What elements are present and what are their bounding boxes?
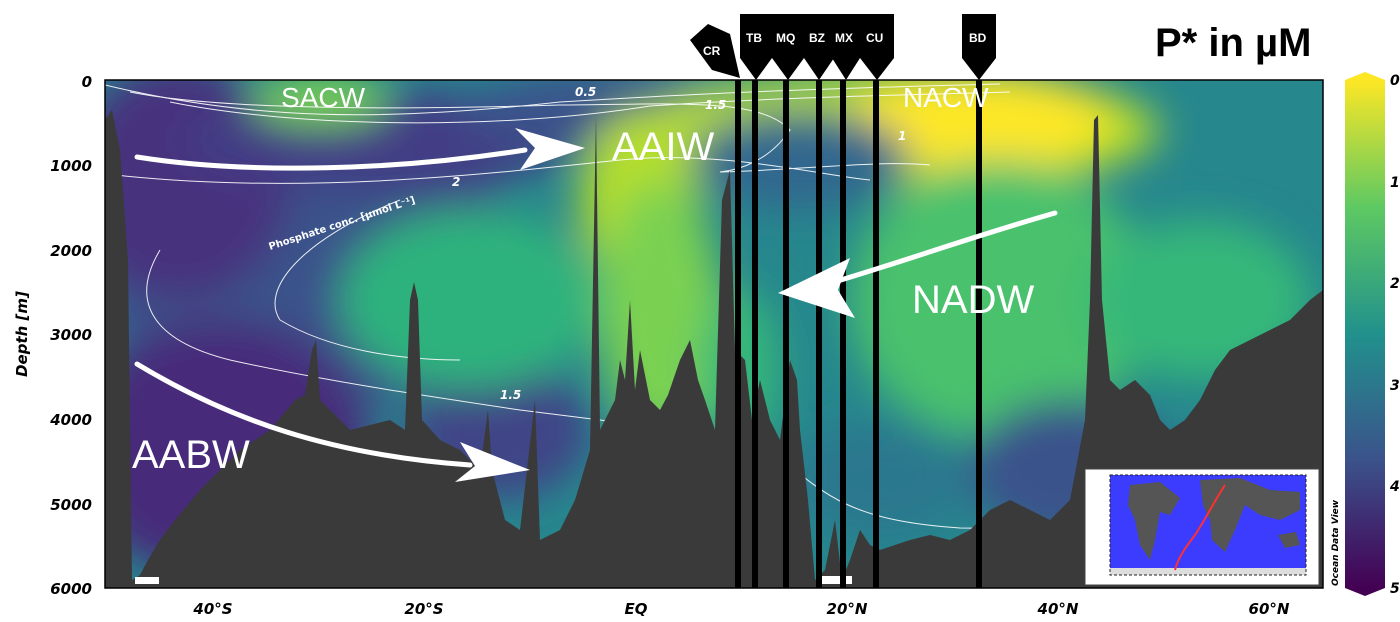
contour-label-1: 1 bbox=[898, 129, 906, 143]
station-markers: CR TB MQ BZ MX CU BD bbox=[690, 14, 996, 80]
inset-map bbox=[1084, 468, 1320, 586]
label-nadw: NADW bbox=[912, 278, 1034, 322]
aaiw-arrowhead bbox=[515, 128, 585, 170]
ocean-data-view-watermark: Ocean Data View bbox=[1331, 499, 1341, 586]
y-tick-1000: 1000 bbox=[50, 157, 92, 175]
colorbar-tick-1: 1 bbox=[1390, 175, 1400, 191]
colorbar-tick-0: 0 bbox=[1390, 73, 1400, 89]
label-aabw: AABW bbox=[132, 433, 250, 477]
ice-notch-mid bbox=[822, 576, 852, 584]
x-tick-40s: 40°S bbox=[192, 600, 232, 618]
ice-notch-left bbox=[135, 577, 159, 584]
colorbar: 0 1 2 3 4 5 bbox=[1345, 72, 1400, 597]
label-aaiw: AAIW bbox=[612, 125, 714, 169]
x-axis-ticks: 40°S 20°S EQ 20°N 40°N 60°N bbox=[192, 600, 1289, 618]
y-tick-4000: 4000 bbox=[49, 411, 92, 429]
station-marker-cr: CR bbox=[690, 24, 740, 78]
station-marker-mx: MX bbox=[832, 14, 860, 80]
station-marker-bd: BD bbox=[962, 14, 996, 80]
aabw-arrowhead bbox=[455, 442, 530, 482]
nadw-arrowhead bbox=[778, 258, 855, 318]
colorbar-tick-4: 4 bbox=[1389, 479, 1400, 495]
x-tick-20s: 20°S bbox=[404, 600, 443, 618]
x-tick-20n: 20°N bbox=[827, 600, 868, 618]
x-tick-60n: 60°N bbox=[1249, 600, 1290, 618]
y-tick-6000: 6000 bbox=[50, 580, 92, 598]
aaiw-arrow bbox=[134, 147, 528, 171]
colorbar-tick-5: 5 bbox=[1390, 581, 1400, 597]
heatmap-field: 0.5 1.5 1 2 1.5 Phosphate conc. [µmol L⁻… bbox=[105, 80, 1323, 588]
y-tick-0: 0 bbox=[82, 73, 92, 91]
y-tick-3000: 3000 bbox=[50, 326, 92, 344]
y-axis-label: Depth [m] bbox=[13, 291, 31, 377]
station-marker-mq: MQ bbox=[772, 14, 804, 80]
svg-text:BD: BD bbox=[969, 31, 987, 45]
colorbar-tick-3: 3 bbox=[1390, 378, 1400, 394]
y-axis-ticks: 0 1000 2000 3000 4000 5000 6000 bbox=[49, 73, 92, 598]
contour-label-2: 2 bbox=[452, 175, 460, 189]
seafloor bbox=[105, 110, 1323, 588]
label-sacw: SACW bbox=[281, 82, 366, 113]
svg-text:CU: CU bbox=[866, 31, 883, 45]
colorbar-top-cap bbox=[1345, 72, 1385, 80]
aabw-arrow bbox=[134, 361, 473, 468]
y-tick-5000: 5000 bbox=[50, 496, 92, 514]
colorbar-tick-2: 2 bbox=[1390, 276, 1400, 292]
x-tick-eq: EQ bbox=[625, 600, 648, 618]
svg-text:MQ: MQ bbox=[776, 31, 795, 45]
plot-frame bbox=[104, 79, 1324, 589]
svg-text:BZ: BZ bbox=[809, 31, 825, 45]
station-marker-tb: TB bbox=[740, 14, 772, 80]
station-lines bbox=[735, 80, 982, 588]
colorbar-gradient bbox=[1345, 80, 1385, 588]
label-nacw: NACW bbox=[903, 82, 989, 113]
contour-label-0-5: 0.5 bbox=[575, 85, 596, 99]
station-marker-bz: BZ bbox=[804, 14, 834, 80]
x-tick-40n: 40°N bbox=[1037, 600, 1079, 618]
svg-text:TB: TB bbox=[746, 31, 762, 45]
svg-text:CR: CR bbox=[703, 44, 721, 58]
station-marker-cu: CU bbox=[860, 14, 894, 80]
colorbar-bottom-cap bbox=[1345, 588, 1385, 596]
y-tick-2000: 2000 bbox=[50, 242, 92, 260]
contour-label-1-5-top: 1.5 bbox=[705, 98, 726, 112]
contour-label-1-5-bottom: 1.5 bbox=[500, 388, 521, 402]
svg-text:MX: MX bbox=[835, 31, 853, 45]
chart-title: P* in µM bbox=[1155, 21, 1311, 65]
